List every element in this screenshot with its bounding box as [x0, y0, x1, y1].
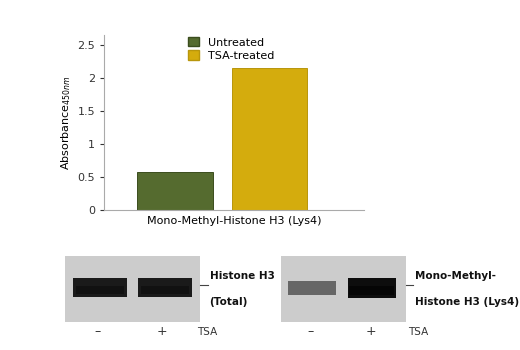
Text: +: +	[157, 325, 167, 338]
Legend: Untreated, TSA-treated: Untreated, TSA-treated	[188, 37, 274, 61]
Text: +: +	[366, 325, 376, 338]
Bar	[76, 286, 124, 294]
Text: (Total): (Total)	[210, 297, 248, 307]
Y-axis label: Absorbance$_{450nm}$: Absorbance$_{450nm}$	[59, 75, 73, 170]
Text: Histone H3 (Lys4): Histone H3 (Lys4)	[415, 297, 519, 307]
Text: Histone H3: Histone H3	[210, 271, 275, 281]
Bar	[141, 286, 189, 294]
Text: Mono-Methyl-: Mono-Methyl-	[415, 271, 496, 281]
Bar	[288, 281, 336, 295]
Bar	[349, 286, 394, 295]
Text: TSA: TSA	[197, 327, 217, 337]
Text: –: –	[94, 325, 100, 338]
Text: –: –	[308, 325, 314, 338]
Bar	[137, 172, 213, 210]
X-axis label: Mono-Methyl-Histone H3 (Lys4): Mono-Methyl-Histone H3 (Lys4)	[147, 216, 321, 225]
Text: TSA: TSA	[408, 327, 428, 337]
Bar	[231, 68, 307, 210]
Bar	[138, 278, 192, 297]
Bar	[348, 278, 396, 298]
Bar	[73, 278, 127, 297]
